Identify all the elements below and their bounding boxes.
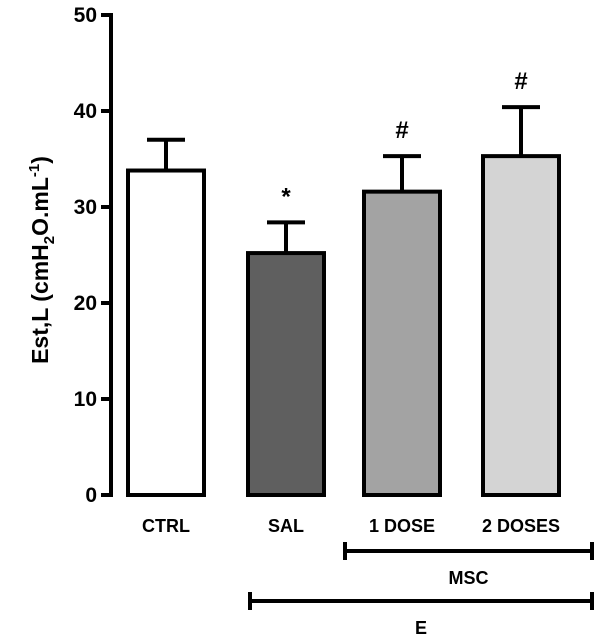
x-tick-label-2: 1 DOSE [369,516,435,536]
significance-label-1: * [281,183,291,210]
y-axis: 0 10 20 30 40 50 [74,4,113,507]
bar-ctrl [126,168,206,498]
y-tick-label-40: 40 [74,100,97,123]
y-axis-label-middle: O.mL [27,177,53,236]
bar-2-doses [481,154,561,497]
group-label-0: MSC [449,568,489,588]
y-axis-label-suffix: ) [27,156,53,164]
y-tick-label-20: 20 [74,292,97,315]
bar-sal [246,251,326,497]
y-axis-label-prefix: Est,L (cmH [27,244,53,364]
significance-label-3: # [514,68,527,95]
y-tick-label-30: 30 [74,196,97,219]
group-brackets: MSC E [248,542,594,638]
bar-1-dose [362,189,442,497]
x-tick-label-0: CTRL [142,516,190,536]
y-tick-label-10: 10 [74,388,97,411]
category-labels: CTRL SAL 1 DOSE 2 DOSES [142,516,560,536]
y-axis-label-subscript: 2 [41,236,58,244]
y-axis-label-superscript: -1 [26,164,43,177]
group-label-1: E [415,618,427,638]
y-tick-label-50: 50 [74,4,97,27]
x-tick-label-1: SAL [268,516,304,536]
y-axis-label: Est,L (cmH2O.mL-1) [26,156,58,364]
significance-label-2: # [395,117,408,144]
bars-group: * # # [126,68,561,498]
x-tick-label-3: 2 DOSES [482,516,560,536]
y-tick-label-0: 0 [85,484,97,507]
